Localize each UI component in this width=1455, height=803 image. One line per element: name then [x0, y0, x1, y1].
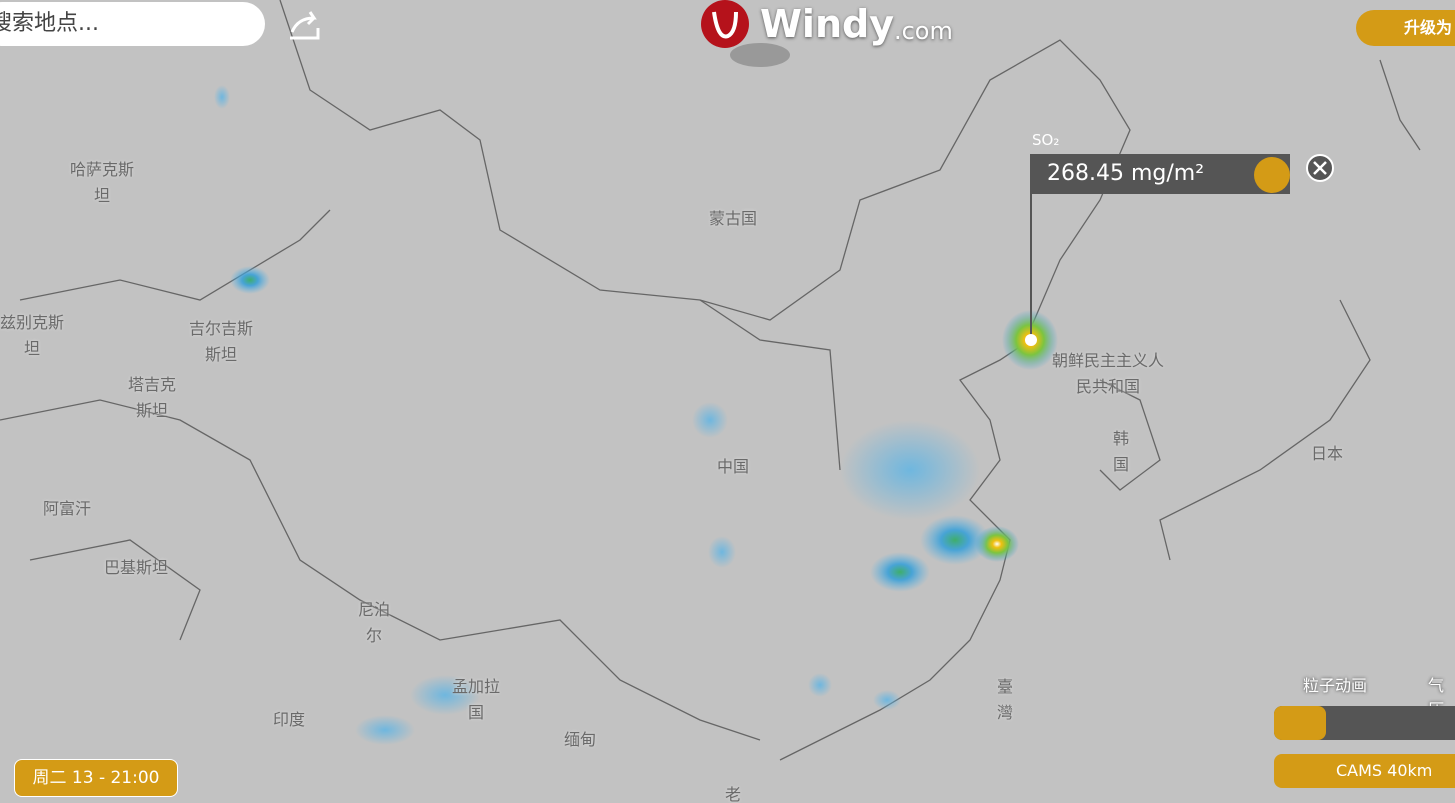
label-line: 巴基斯坦: [103, 558, 169, 577]
label-line: 国: [467, 703, 485, 722]
country-label: 缅甸: [564, 727, 596, 753]
country-label: 老: [725, 782, 741, 803]
label-line: 塔吉克: [127, 375, 177, 394]
label-line: 灣: [996, 703, 1014, 722]
label-line: 国: [1112, 455, 1130, 474]
label-line: 中国: [716, 457, 750, 476]
borders: [0, 0, 1421, 761]
logo-icon: [701, 0, 749, 48]
country-label: 印度: [273, 707, 305, 733]
country-label: 兹别克斯坦: [0, 310, 64, 362]
upgrade-button[interactable]: 升级为: [1356, 10, 1455, 46]
favorites-button[interactable]: [1274, 706, 1326, 740]
popup-layer: SO₂: [1032, 131, 1060, 149]
country-label: 尼泊尔: [358, 597, 390, 649]
pollution: [214, 85, 1058, 745]
country-label: 韩国: [1113, 426, 1129, 478]
label-line: 阿富汗: [42, 499, 92, 518]
logo: Windy .com: [760, 2, 953, 46]
label-line: 蒙古国: [708, 209, 758, 228]
popup-expand[interactable]: [1254, 157, 1290, 193]
popup-pin: [1025, 334, 1037, 346]
label-line: 孟加拉: [451, 677, 501, 696]
country-label: 臺灣: [997, 674, 1013, 726]
label-line: 日本: [1310, 444, 1344, 463]
country-label: 孟加拉国: [452, 674, 500, 726]
label-line: 缅甸: [563, 730, 597, 749]
country-label: 塔吉克 斯坦: [128, 372, 176, 424]
country-label: 哈萨克斯坦: [70, 157, 134, 209]
search-box[interactable]: 搜索地点...: [0, 2, 265, 46]
country-label: 巴基斯坦: [104, 555, 168, 581]
model-name: CAMS: [1336, 761, 1383, 780]
label-line: 尼泊: [357, 600, 391, 619]
lake: [730, 43, 790, 67]
label-line: 斯坦: [204, 345, 238, 364]
logo-suffix: .com: [893, 17, 953, 45]
timeline-button[interactable]: 周二 13 - 21:00: [14, 759, 178, 797]
label-line: 朝鲜民主主义人: [1051, 351, 1165, 370]
logo-text: Windy: [760, 2, 894, 46]
label-line: 哈萨克斯: [69, 160, 135, 179]
country-label: 阿富汗: [43, 496, 91, 522]
label-line: 印度: [272, 710, 306, 729]
country-label: 吉尔吉斯 斯坦: [189, 316, 253, 368]
label-line: 坦: [93, 186, 111, 205]
model-resolution: 40km: [1387, 761, 1433, 780]
country-label: 中国: [717, 454, 749, 480]
label-line: 臺: [996, 677, 1014, 696]
share-icon[interactable]: [290, 11, 320, 40]
label-line: 民共和国: [1075, 377, 1141, 396]
country-label: 蒙古国: [709, 206, 757, 232]
particles-toggle[interactable]: 粒子动画: [1303, 676, 1368, 695]
label-line: 斯坦: [135, 401, 169, 420]
label-line: 尔: [365, 626, 383, 645]
popup-value: 268.45 mg/m²: [1032, 154, 1290, 194]
label-line: 兹别克斯: [0, 313, 65, 332]
label-line: 吉尔吉斯: [188, 319, 254, 338]
label-line: 老: [724, 785, 742, 803]
label-line: 坦: [23, 339, 41, 358]
model-button[interactable]: CAMS 40km: [1274, 754, 1455, 788]
label-line: 韩: [1112, 429, 1130, 448]
country-label: 朝鲜民主主义人 民共和国: [1052, 348, 1164, 400]
country-label: 日本: [1311, 441, 1343, 467]
